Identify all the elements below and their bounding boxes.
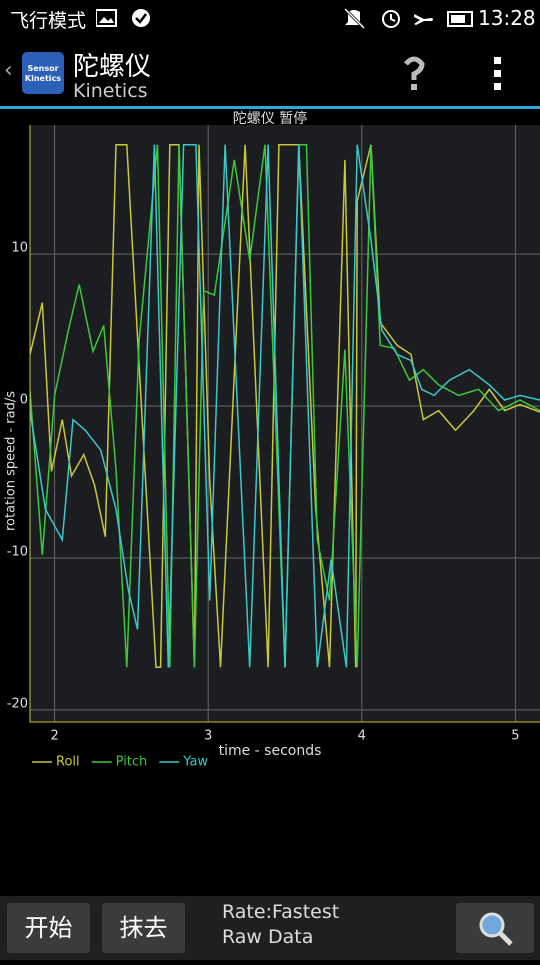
chart-title: 陀螺仪 暂停 [233,110,307,127]
chart: 陀螺仪 暂停 time - seconds rotation speed - r… [0,109,540,789]
y-tick-label: 0 [20,393,28,408]
status-bar: 飞行模式 13:28 [0,0,540,36]
back-caret[interactable]: ‹ [4,58,13,83]
series-line [30,143,540,668]
start-button[interactable]: 开始 [7,903,90,953]
x-tick-label: 3 [204,729,212,744]
x-axis-label: time - seconds [219,743,322,759]
clock: 13:28 [478,6,536,30]
app-subtitle: Kinetics [73,80,148,102]
y-axis-label: rotation speed - rad/s [4,391,19,531]
airplane-mode: 飞行模式 [10,10,87,32]
legend-label: Pitch [116,755,148,770]
zoom-icon [479,912,513,946]
y-tick-label: -10 [7,544,28,559]
legend-label: Yaw [182,755,208,770]
series-line [30,143,540,668]
actions [404,56,501,90]
status-icons-left [96,9,150,27]
mode-label: Raw Data [222,926,314,948]
x-tick-label: 5 [511,729,519,744]
legend-label: Roll [56,755,80,770]
app-bar: ‹ Sensor Kinetics 陀螺仪 Kinetics [0,36,540,109]
x-tick-label: 2 [50,729,58,744]
app-icon[interactable]: Sensor Kinetics [22,52,64,94]
status-icons-right [344,8,473,30]
app-title: 陀螺仪 [73,52,152,82]
x-tick-label: 4 [358,729,366,744]
help-icon[interactable] [404,56,425,80]
bottom-bar: 开始 抹去 Rate:Fastest Raw Data [0,896,540,960]
menu-icon[interactable] [494,57,501,64]
series-line [30,143,540,669]
clear-button[interactable]: 抹去 [102,903,185,953]
y-tick-label: -20 [7,696,28,711]
rate-label: Rate:Fastest [222,901,340,923]
y-tick-label: 10 [11,241,28,256]
zoom-button[interactable] [456,903,534,953]
